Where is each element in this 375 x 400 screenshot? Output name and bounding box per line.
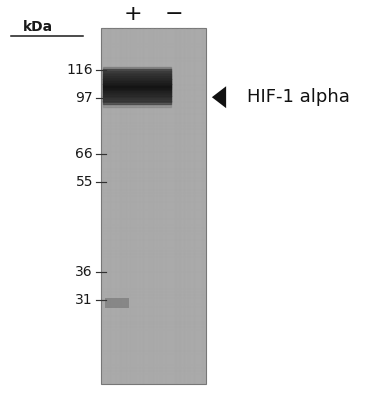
Text: HIF-1 alpha: HIF-1 alpha: [247, 88, 350, 106]
Text: 116: 116: [66, 63, 93, 77]
Text: 36: 36: [75, 265, 93, 279]
Text: 97: 97: [75, 91, 93, 105]
Text: +: +: [124, 4, 142, 24]
Text: 66: 66: [75, 147, 93, 161]
Text: −: −: [165, 4, 184, 24]
Text: kDa: kDa: [22, 20, 53, 34]
Text: 31: 31: [75, 293, 93, 307]
Polygon shape: [212, 86, 226, 108]
Bar: [101, 28, 206, 384]
Bar: [105, 298, 129, 308]
Text: 55: 55: [75, 175, 93, 189]
